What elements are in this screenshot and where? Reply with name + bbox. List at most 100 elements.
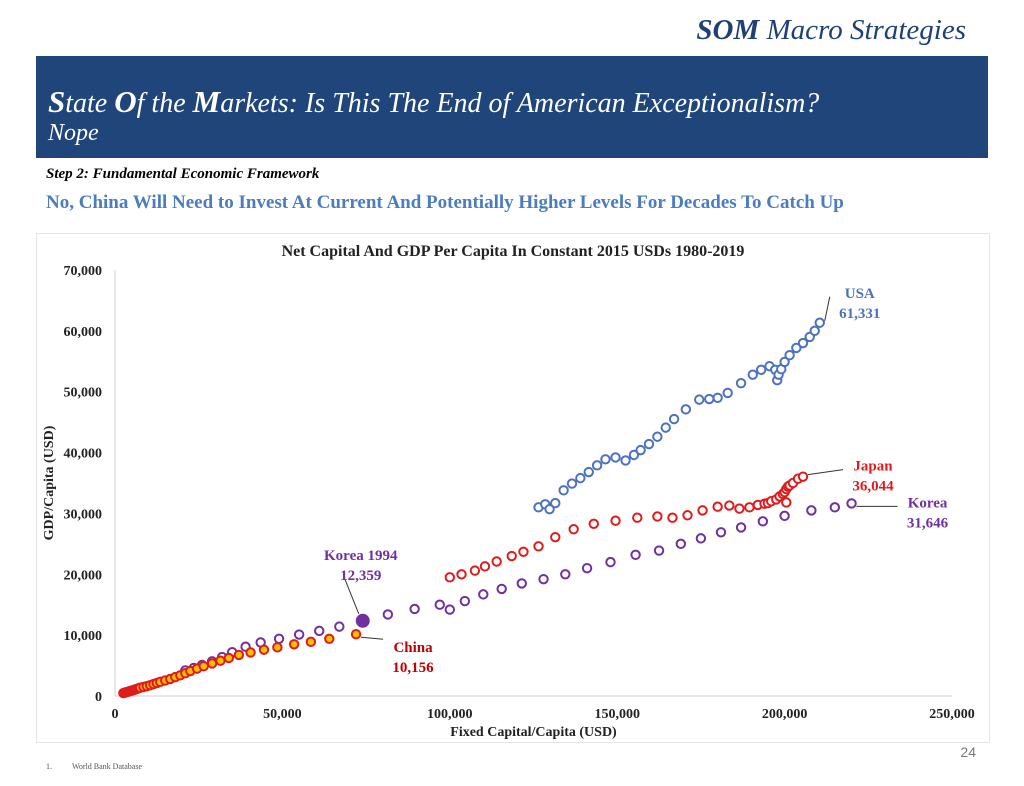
y-tick-label: 20,000 bbox=[64, 568, 103, 583]
data-point bbox=[459, 595, 471, 607]
data-point bbox=[682, 510, 693, 521]
data-point bbox=[215, 655, 226, 666]
data-point bbox=[444, 572, 455, 583]
annotation-china-label: 10,156 bbox=[392, 660, 434, 676]
y-tick-label: 50,000 bbox=[64, 386, 103, 401]
data-point bbox=[293, 629, 305, 640]
annotation-china-leader bbox=[361, 636, 384, 640]
data-point bbox=[668, 413, 680, 425]
x-tick-label: 100,000 bbox=[427, 707, 473, 722]
data-point bbox=[610, 515, 621, 526]
data-point bbox=[694, 394, 705, 405]
data-point bbox=[652, 431, 663, 442]
data-point bbox=[846, 498, 857, 509]
annotation-china-label: China bbox=[393, 640, 433, 656]
data-point bbox=[491, 556, 502, 567]
data-point bbox=[581, 563, 593, 574]
annotation-korea-1994-label: 12,359 bbox=[340, 568, 381, 584]
brand-bold: SOM bbox=[696, 14, 760, 46]
data-point bbox=[434, 599, 445, 610]
data-point bbox=[444, 604, 455, 615]
data-point bbox=[747, 369, 758, 380]
data-point bbox=[660, 422, 671, 433]
data-point bbox=[575, 472, 586, 484]
data-point bbox=[797, 337, 809, 349]
data-point bbox=[544, 503, 555, 515]
data-point bbox=[288, 639, 300, 650]
data-point bbox=[605, 556, 616, 568]
data-point bbox=[675, 538, 687, 550]
data-point bbox=[583, 466, 594, 478]
data-point bbox=[478, 589, 489, 600]
annotation-japan-leader bbox=[807, 469, 844, 476]
brand-title: SOM Macro Strategies bbox=[696, 14, 966, 47]
footnote: 1. World Bank Database bbox=[46, 762, 142, 771]
x-tick-label: 0 bbox=[112, 707, 119, 722]
data-point bbox=[258, 644, 270, 655]
annotation-korea-1994-leader bbox=[344, 578, 360, 614]
data-point bbox=[735, 377, 747, 389]
data-point bbox=[355, 613, 370, 628]
data-point bbox=[653, 545, 665, 556]
data-point bbox=[518, 546, 529, 557]
data-point bbox=[566, 478, 578, 489]
data-point bbox=[809, 325, 820, 337]
data-point bbox=[791, 342, 802, 354]
data-point bbox=[735, 522, 747, 533]
data-point bbox=[755, 364, 767, 376]
data-point bbox=[628, 449, 640, 461]
slide-title-part: M bbox=[192, 84, 221, 119]
page-number: 24 bbox=[960, 744, 976, 760]
data-point bbox=[273, 633, 285, 644]
title-banner: State Of the Markets: Is This The End of… bbox=[36, 56, 988, 158]
y-tick-label: 30,000 bbox=[64, 507, 103, 522]
x-axis-label: Fixed Capital/Capita (USD) bbox=[450, 725, 617, 740]
data-point bbox=[724, 500, 735, 511]
footnote-index: 1. bbox=[46, 762, 52, 771]
headline: No, China Will Need to Invest At Current… bbox=[46, 192, 844, 213]
y-tick-label: 40,000 bbox=[64, 447, 103, 462]
data-point bbox=[814, 317, 825, 328]
data-point bbox=[198, 660, 209, 672]
data-point bbox=[591, 460, 603, 471]
annotation-korea-1994-label: Korea 1994 bbox=[324, 548, 398, 564]
data-point bbox=[600, 454, 611, 465]
y-tick-label: 60,000 bbox=[64, 325, 103, 340]
data-point bbox=[620, 455, 631, 466]
data-point bbox=[223, 652, 235, 664]
data-point bbox=[610, 452, 621, 463]
data-point bbox=[704, 393, 715, 405]
data-point bbox=[779, 510, 790, 522]
data-point bbox=[643, 438, 655, 450]
slide-subtitle: Nope bbox=[48, 120, 99, 146]
data-point bbox=[560, 569, 571, 580]
annotation-korea-label: 31,646 bbox=[907, 515, 949, 531]
data-point bbox=[652, 511, 663, 522]
slide-title-part: S bbox=[48, 84, 66, 119]
annotation-japan-label: 36,044 bbox=[852, 479, 894, 495]
data-point bbox=[206, 658, 218, 669]
x-tick-label: 200,000 bbox=[762, 707, 808, 722]
x-tick-label: 250,000 bbox=[929, 707, 975, 722]
data-point bbox=[635, 444, 646, 456]
annotation-usa-leader bbox=[824, 296, 831, 321]
data-point bbox=[506, 550, 517, 562]
y-tick-label: 70,000 bbox=[64, 264, 103, 279]
data-point bbox=[533, 541, 544, 552]
footnote-text: World Bank Database bbox=[72, 762, 142, 771]
annotation-usa-label: 61,331 bbox=[839, 306, 880, 322]
data-point bbox=[350, 628, 362, 640]
data-point bbox=[588, 518, 599, 529]
brand-rest: Macro Strategies bbox=[759, 14, 966, 46]
data-point bbox=[715, 527, 727, 538]
annotation-usa-label: USA bbox=[845, 286, 875, 302]
data-point bbox=[305, 636, 317, 648]
slide-title: State Of the Markets: Is This The End of… bbox=[48, 84, 819, 120]
data-point bbox=[550, 497, 561, 509]
data-point bbox=[734, 503, 745, 514]
data-point bbox=[558, 485, 569, 496]
data-point bbox=[538, 573, 549, 585]
data-point bbox=[245, 647, 256, 658]
step-label: Step 2: Fundamental Economic Framework bbox=[46, 166, 320, 182]
data-point bbox=[697, 505, 708, 516]
